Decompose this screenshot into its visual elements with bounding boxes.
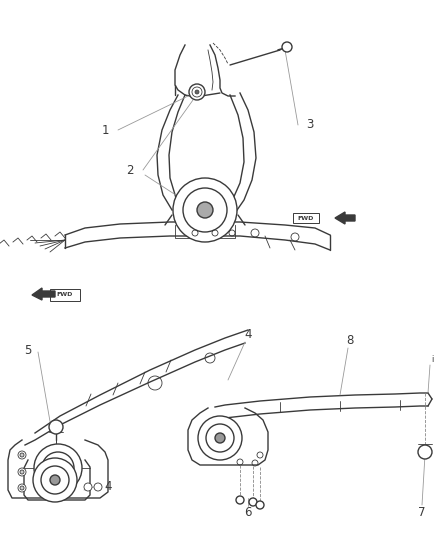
Circle shape xyxy=(249,498,257,506)
Circle shape xyxy=(18,468,26,476)
Circle shape xyxy=(84,483,92,491)
Circle shape xyxy=(20,453,24,457)
Circle shape xyxy=(183,188,227,232)
Circle shape xyxy=(215,433,225,443)
Circle shape xyxy=(236,496,244,504)
Text: 7: 7 xyxy=(418,505,426,519)
FancyBboxPatch shape xyxy=(50,289,80,301)
Circle shape xyxy=(53,463,63,473)
Text: FWD: FWD xyxy=(57,293,73,297)
Circle shape xyxy=(173,178,237,242)
Circle shape xyxy=(256,501,264,509)
Circle shape xyxy=(189,84,205,100)
Circle shape xyxy=(50,475,60,485)
Circle shape xyxy=(33,458,77,502)
Circle shape xyxy=(41,466,69,494)
Polygon shape xyxy=(32,288,55,300)
Text: 6: 6 xyxy=(244,505,252,519)
Circle shape xyxy=(198,416,242,460)
Circle shape xyxy=(18,451,26,459)
Text: i: i xyxy=(431,356,433,365)
Text: 1: 1 xyxy=(101,124,109,136)
Circle shape xyxy=(418,445,432,459)
Circle shape xyxy=(49,420,63,434)
Text: 4: 4 xyxy=(104,481,112,494)
Text: 4: 4 xyxy=(244,328,252,342)
Circle shape xyxy=(20,470,24,474)
Circle shape xyxy=(94,483,102,491)
Circle shape xyxy=(195,90,199,94)
Circle shape xyxy=(282,42,292,52)
Circle shape xyxy=(20,486,24,490)
Text: 3: 3 xyxy=(306,118,314,132)
Text: FWD: FWD xyxy=(298,215,314,221)
Text: 2: 2 xyxy=(126,164,134,176)
Circle shape xyxy=(197,202,213,218)
Polygon shape xyxy=(335,212,355,224)
Circle shape xyxy=(206,424,234,452)
Text: 8: 8 xyxy=(346,334,354,346)
Text: 5: 5 xyxy=(25,343,32,357)
Circle shape xyxy=(34,444,82,492)
Circle shape xyxy=(42,452,74,484)
Circle shape xyxy=(18,484,26,492)
FancyBboxPatch shape xyxy=(293,213,319,223)
